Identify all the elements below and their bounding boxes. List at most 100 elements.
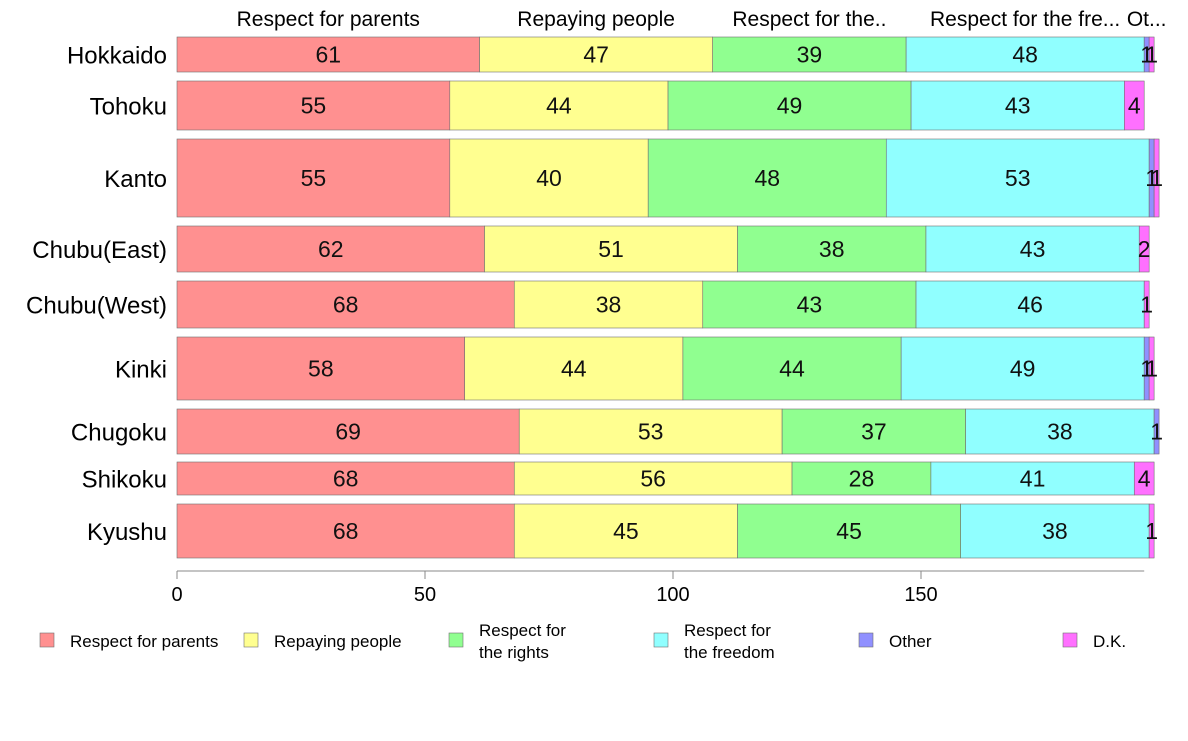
data-label: 4 <box>1138 466 1151 492</box>
legend-label: Respect for <box>684 621 771 640</box>
data-label: 49 <box>1010 356 1036 382</box>
bar-segment <box>1148 36 1155 73</box>
data-label: 45 <box>836 518 862 544</box>
legend-label: the rights <box>479 643 549 662</box>
legend-label: D.K. <box>1093 632 1126 651</box>
data-label: 28 <box>849 466 875 492</box>
bar-segment <box>1148 336 1155 401</box>
data-label: 55 <box>301 165 327 191</box>
bar-segment <box>176 503 515 559</box>
data-label: 49 <box>777 93 803 119</box>
data-label: 41 <box>1020 466 1046 492</box>
data-label: 40 <box>536 165 562 191</box>
series-top-label: Ot... <box>1127 8 1167 31</box>
legend-swatch <box>39 632 55 648</box>
bar-segment <box>176 225 485 273</box>
data-label: 56 <box>640 466 666 492</box>
x-tick-label: 50 <box>414 584 436 606</box>
category-label: Kinki <box>115 357 167 384</box>
data-label: 58 <box>308 356 334 382</box>
data-label: 43 <box>797 292 823 318</box>
category-label: Chugoku <box>71 420 167 447</box>
data-label: 44 <box>779 356 805 382</box>
bar-segment <box>647 138 887 218</box>
bar-segment <box>960 503 1150 559</box>
data-label: 48 <box>1012 42 1038 68</box>
data-label: 1 <box>1150 419 1163 445</box>
category-label: Kyushu <box>87 519 167 546</box>
bar-segment <box>781 408 966 455</box>
bar-segment <box>905 36 1145 73</box>
bar-segment <box>1143 280 1150 329</box>
bar-segment <box>737 503 961 559</box>
data-label: 1 <box>1145 518 1158 544</box>
data-label: 46 <box>1017 292 1043 318</box>
data-label: 1 <box>1140 292 1153 318</box>
legend-swatch <box>243 632 259 648</box>
bar-segment <box>925 225 1140 273</box>
data-label: 1 <box>1150 165 1163 191</box>
bar-segment <box>449 80 669 131</box>
category-label: Chubu(East) <box>32 237 167 264</box>
bar-segment <box>464 336 684 401</box>
bar-segment <box>1148 503 1155 559</box>
category-label: Chubu(West) <box>26 293 167 320</box>
data-label: 1 <box>1145 42 1158 68</box>
data-label: 69 <box>335 419 361 445</box>
data-label: 48 <box>754 165 780 191</box>
bar-segment <box>885 138 1150 218</box>
data-label: 47 <box>583 42 609 68</box>
data-label: 44 <box>546 93 572 119</box>
data-label: 38 <box>819 236 845 262</box>
legend-swatch <box>1062 632 1078 648</box>
data-label: 44 <box>561 356 587 382</box>
data-label: 45 <box>613 518 639 544</box>
bar-segment <box>667 80 912 131</box>
x-tick-label: 0 <box>171 584 182 606</box>
bar-segment <box>965 408 1155 455</box>
bar-segment <box>176 138 451 218</box>
bar-segment <box>737 225 927 273</box>
bar-segment <box>513 503 738 559</box>
data-label: 68 <box>333 292 359 318</box>
data-label: 68 <box>333 518 359 544</box>
bar-segment <box>1124 80 1145 131</box>
bar-segment <box>682 336 902 401</box>
bar-segment <box>513 461 793 496</box>
legend-label: Other <box>889 632 932 651</box>
data-label: 43 <box>1005 93 1031 119</box>
category-label: Tohoku <box>90 94 167 121</box>
bar-segment <box>513 280 704 329</box>
data-label: 55 <box>301 93 327 119</box>
data-label: 61 <box>315 42 341 68</box>
data-label: 38 <box>1042 518 1068 544</box>
bar-segment <box>1133 461 1155 496</box>
bar-segment <box>702 280 917 329</box>
data-label: 39 <box>797 42 823 68</box>
bar-segment <box>1153 408 1160 455</box>
bar-segment <box>176 408 520 455</box>
x-tick-label: 150 <box>904 584 937 606</box>
legend-swatch <box>858 632 874 648</box>
data-label: 1 <box>1145 356 1158 382</box>
data-label: 4 <box>1128 93 1141 119</box>
bar-segment <box>1138 225 1150 273</box>
data-label: 37 <box>861 419 887 445</box>
legend-label: Repaying people <box>274 632 402 651</box>
bar-segment <box>176 336 465 401</box>
data-label: 38 <box>596 292 622 318</box>
bar-segment <box>518 408 783 455</box>
series-top-label: Respect for parents <box>237 8 420 31</box>
data-label: 51 <box>598 236 624 262</box>
legend-label: Respect for <box>479 621 566 640</box>
data-label: 62 <box>318 236 344 262</box>
data-label: 2 <box>1138 236 1151 262</box>
bar-segment <box>930 461 1135 496</box>
category-label: Shikoku <box>82 467 167 494</box>
series-top-label: Respect for the.. <box>732 8 886 31</box>
bar-segment <box>479 36 713 73</box>
series-top-label: Respect for the fre... <box>930 8 1120 31</box>
bar-segment <box>176 36 480 73</box>
bar-segment <box>1153 138 1160 218</box>
